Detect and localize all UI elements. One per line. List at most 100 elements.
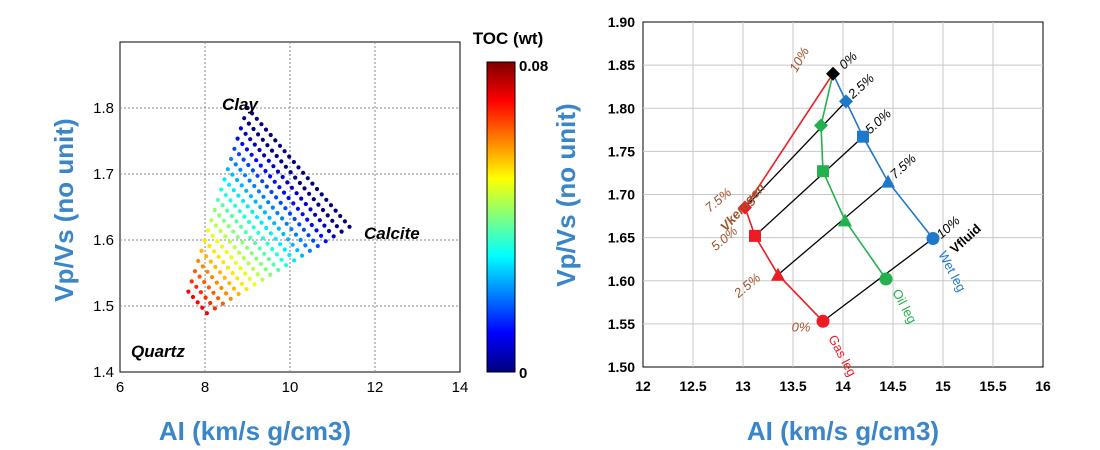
left-y-tick-label: 1.4 [93,364,114,381]
scatter-point [307,248,312,253]
scatter-point [219,285,224,291]
scatter-point [290,242,295,247]
series-marker-square [857,130,869,143]
scatter-point [276,226,281,231]
scatter-point [282,149,287,154]
scatter-point [284,221,289,226]
scatter-point [239,281,244,286]
scatter-point [310,181,315,186]
scatter-point [228,296,233,301]
scatter-point [233,203,238,208]
scatter-point [207,243,212,249]
scatter-point [278,242,283,247]
scatter-point [251,225,256,230]
scatter-point [316,202,321,207]
right-gridlines [643,22,1043,367]
scatter-point [239,183,244,188]
scatter-point [213,223,219,228]
scatter-point [317,218,322,223]
series-marker-diamond [814,118,828,133]
scatter-point [305,217,310,222]
label-calcite: Calcite [364,224,420,243]
scatter-point [277,143,283,148]
scatter-point [245,245,250,250]
scatter-point [271,164,276,169]
scatter-point [325,213,330,218]
scatter-point [230,270,235,276]
scatter-point [244,188,249,193]
scatter-point [248,194,254,199]
scatter-point [231,188,236,193]
scatter-point [333,208,338,213]
scatter-point [206,285,211,290]
scatter-point [243,131,248,136]
scatter-point [252,240,258,246]
right-y-tick-label: 1.65 [608,230,635,246]
scatter-point [218,228,223,234]
scatter-point [295,206,300,211]
scatter-point [311,238,316,243]
left-y-tick-label: 1.5 [93,298,114,315]
left-y-tick-label: 1.7 [93,166,114,183]
scatter-point [309,222,314,228]
scatter-point [223,192,228,198]
scatter-point [275,169,281,174]
scatter-point [208,300,213,306]
scatter-point [213,264,218,270]
scatter-point [303,201,308,207]
scatter-point [271,262,276,267]
scatter-point [200,305,205,310]
scatter-point [297,222,302,227]
scatter-point [264,225,269,231]
scatter-point [252,282,257,287]
scatter-point [319,233,324,238]
scatter-point [212,306,217,311]
series-marker-square [817,165,829,178]
scatter-point [255,173,260,178]
right-x-axis-title: AI (km/s g/cm3) [747,416,939,446]
scatter-point [308,207,313,212]
scatter-point [241,157,246,162]
scatter-point [279,159,284,164]
scatter-point [200,264,205,269]
left-tick-labels: 6 8 10 12 14 1.4 1.5 1.6 1.7 1.8 [93,100,468,396]
scatter-point [270,246,275,252]
scatter-point [242,116,247,121]
scatter-point [253,199,258,204]
series-marker-triangle [881,174,895,188]
right-y-tick-label: 1.90 [608,14,635,30]
scatter-point [268,132,273,138]
scatter-point [243,271,248,276]
scatter-point [204,254,209,259]
scatter-point [280,174,285,180]
scatter-point [257,246,262,251]
scatter-point [220,203,225,208]
scatter-point [210,233,215,238]
left-y-tick-label: 1.8 [93,100,114,117]
scatter-point [300,212,305,217]
scatter-point [260,137,265,142]
scatter-point [305,176,310,181]
scatter-point [189,279,194,284]
scatter-point [286,237,291,242]
scatter-point [245,204,250,209]
scatter-point [256,132,261,137]
series-marker-diamond [839,94,853,109]
scatter-point [266,158,271,163]
scatter-point [295,248,300,253]
scatter-point [275,210,280,216]
scatter-point [209,218,214,223]
right-y-tick-label: 1.55 [608,316,635,332]
scatter-point [297,180,302,186]
scatter-point [243,230,248,235]
scatter-point [331,234,336,239]
scatter-point [248,235,253,240]
scatter-point [196,258,201,264]
scatter-point [235,234,240,240]
scatter-point [307,191,312,196]
scatter-point [236,152,242,157]
scatter-point [240,240,245,245]
scatter-point [224,249,229,255]
